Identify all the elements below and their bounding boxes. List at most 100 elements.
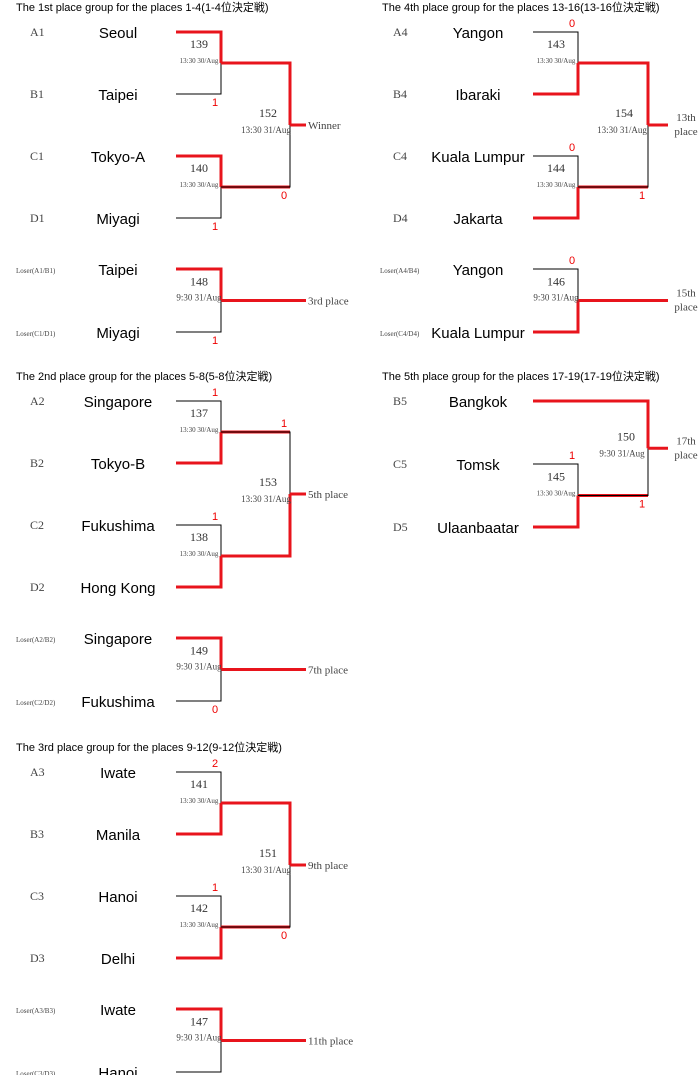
group1-placement-line-top	[176, 267, 223, 301]
group2-final-line-bottom	[221, 494, 292, 558]
group1-semi2-line-top	[176, 154, 223, 187]
group1-semi1-line-bottom	[176, 63, 222, 95]
group1-place-slot1-seed: Loser(A1/B1)	[16, 267, 56, 275]
group5-final-game-number: 150	[617, 429, 635, 443]
group2-semi1-line-bottom	[176, 432, 223, 465]
group4-semi2-game-time: 13:30 30/Aug	[537, 181, 576, 189]
group4-semi2-line-top	[533, 155, 579, 187]
group1-semi1-game-time: 13:30 30/Aug	[180, 57, 219, 65]
group4-semi1-game-time: 13:30 30/Aug	[537, 57, 576, 65]
group1-slot4-team: Miyagi	[96, 211, 139, 228]
group3-semi2-score-top: 1	[212, 882, 218, 894]
group2-slot4-team: Hong Kong	[80, 580, 155, 597]
group4-placement-result-line1: 15th	[676, 288, 696, 300]
group3-placement-line-bottom	[176, 1040, 222, 1073]
group2-semi1-game-time: 13:30 30/Aug	[180, 426, 219, 434]
group2-placement-game-number: 149	[190, 644, 208, 658]
group2-final-line-top	[221, 431, 291, 494]
group2-semi1-game-number: 137	[190, 406, 208, 420]
group1-placement-result: 3rd place	[308, 296, 349, 308]
group4-slot1-seed: A4	[393, 25, 408, 39]
group1-final-score-bottom: 0	[281, 190, 287, 202]
group5-slot3-seed: D5	[393, 520, 408, 534]
group5-semi-line-bottom	[533, 495, 580, 529]
group5-semi-score-top: 1	[569, 450, 575, 462]
group4-semi2-line-bottom	[533, 187, 580, 220]
group1-final-game-time: 13:30 31/Aug	[241, 125, 291, 135]
group1-semi2-game-time: 13:30 30/Aug	[180, 181, 219, 189]
group4-place-slot1-team: Yangon	[453, 262, 504, 279]
group2-placement-line-bottom	[176, 669, 222, 702]
group2-placement-score-bottom: 0	[212, 704, 218, 716]
group3-slot2-team: Manila	[96, 827, 141, 844]
group1-final-result: Winner	[308, 120, 341, 132]
group4-placement-line-bottom	[533, 300, 580, 334]
group4-slot3-seed: C4	[393, 149, 407, 163]
group3-final-score-bottom: 0	[281, 930, 287, 942]
group1-slot1-team: Seoul	[99, 25, 137, 42]
group2-place-slot2-seed: Loser(C2/D2)	[16, 699, 56, 707]
group1-placement-score-bottom: 1	[212, 335, 218, 347]
group4-semi1-score-top: 0	[569, 18, 575, 30]
group4-semi1-game-number: 143	[547, 37, 565, 51]
group2-final-result: 5th place	[308, 489, 348, 501]
group2-place-slot2-team: Fukushima	[81, 694, 155, 711]
group2-semi2-game-time: 13:30 30/Aug	[180, 550, 219, 558]
group1-slot3-seed: C1	[30, 149, 44, 163]
group2-place-slot1-team: Singapore	[84, 631, 152, 648]
group1-slot1-seed: A1	[30, 25, 45, 39]
group2-slot2-team: Tokyo-B	[91, 456, 145, 473]
group5-slot2-seed: C5	[393, 457, 407, 471]
group2-title: The 2nd place group for the places 5-8(5…	[16, 369, 272, 383]
group2-final-game-time: 13:30 31/Aug	[241, 494, 291, 504]
group4-placement-line-top	[533, 268, 579, 301]
group2-final-game-number: 153	[259, 475, 277, 489]
group5-title: The 5th place group for the places 17-19…	[382, 369, 660, 383]
group1-placement-game-time: 9:30 31/Aug	[176, 293, 222, 303]
group4-final-score-bottom: 1	[639, 190, 645, 202]
group1-place-slot2-seed: Loser(C1/D1)	[16, 330, 56, 338]
group4-title: The 4th place group for the places 13-16…	[382, 0, 660, 14]
group3-placement-line-top	[176, 1007, 223, 1041]
group4-semi2-score-top: 0	[569, 142, 575, 154]
group1-slot2-team: Taipei	[98, 87, 137, 104]
group4-placement-result-line2: place	[674, 302, 697, 314]
group1-semi2-score-bottom: 1	[212, 221, 218, 233]
group3-semi2-line-top	[176, 895, 222, 927]
group1-semi1-game-number: 139	[190, 37, 208, 51]
group5-final-line-bottom	[578, 448, 649, 496]
group4-final-line-bottom	[578, 125, 649, 188]
group4-placement-score-top: 0	[569, 255, 575, 267]
group5-slot1-seed: B5	[393, 394, 407, 408]
group3-placement-game-number: 147	[190, 1015, 208, 1029]
group2-semi2-line-bottom	[176, 556, 223, 589]
group3-semi1-score-top: 2	[212, 758, 218, 770]
group1-semi1-score-bottom: 1	[212, 97, 218, 109]
group2-slot4-seed: D2	[30, 580, 45, 594]
group3-place-slot2-team: Hanoi	[98, 1065, 137, 1075]
group4-final-result-line2: place	[674, 126, 697, 138]
group1-semi2-line-bottom	[176, 187, 222, 219]
group2-semi1-score-top: 1	[212, 387, 218, 399]
group3-semi2-game-time: 13:30 30/Aug	[180, 921, 219, 929]
group4-final-game-number: 154	[615, 106, 633, 120]
group3-slot1-seed: A3	[30, 765, 45, 779]
group3-slot2-seed: B3	[30, 827, 44, 841]
group2-semi2-game-number: 138	[190, 530, 208, 544]
group4-slot3-team: Kuala Lumpur	[431, 149, 524, 166]
group1-placement-line-bottom	[176, 300, 222, 333]
group3-semi2-game-number: 142	[190, 901, 208, 915]
group3-place-slot1-seed: Loser(A3/B3)	[16, 1007, 56, 1015]
group3-placement-game-time: 9:30 31/Aug	[176, 1033, 222, 1043]
group5-final-game-time: 9:30 31/Aug	[599, 448, 645, 458]
group1-final-line-top	[221, 61, 292, 125]
group5-final-score-bottom: 1	[639, 499, 645, 511]
group1-semi1-line-top	[176, 30, 223, 63]
group2-placement-game-time: 9:30 31/Aug	[176, 662, 222, 672]
group3-semi1-line-top	[176, 771, 222, 803]
group1-semi2-game-number: 140	[190, 161, 208, 175]
group3-semi1-game-number: 141	[190, 777, 208, 791]
group4-placement-game-time: 9:30 31/Aug	[533, 293, 579, 303]
group3-final-result: 9th place	[308, 860, 348, 872]
